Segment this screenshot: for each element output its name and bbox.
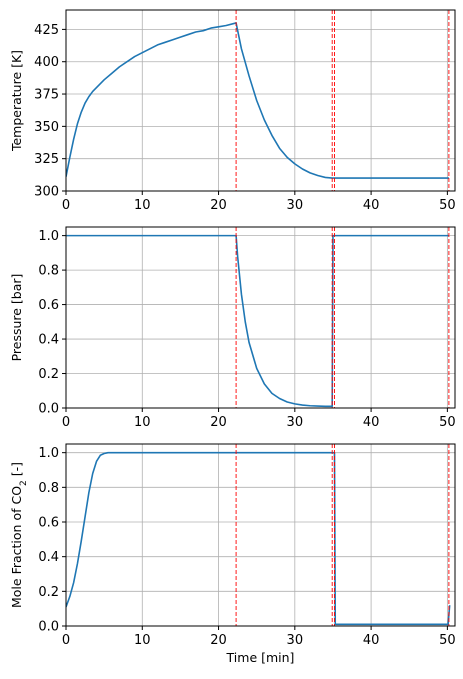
x-tick-label-5: 50 [439,415,456,430]
y-tick-label-2: 0.4 [38,550,59,565]
y-tick-label-0: 300 [34,185,59,200]
y-tick-label-1: 325 [34,152,59,167]
series-line-1 [66,234,449,408]
y-tick-label-5: 425 [34,23,59,38]
x-tick-label-4: 40 [363,198,380,213]
series-line-1 [66,22,449,179]
x-tick-label-2: 20 [210,415,227,430]
y-tick-label-1: 0.2 [38,367,59,382]
x-tick-label-2: 20 [210,198,227,213]
axes-frame [65,226,456,409]
axes-frame [65,443,456,627]
y-axis-label: Temperature [K] [9,50,24,152]
y-tick-label-0: 0.0 [38,402,59,417]
x-tick-label-3: 30 [287,633,304,648]
chart-panel-2: 0 10 20 30 40 50 0.0 0.2 0.4 0.6 0.8 1.0 Pressure [b… [9,226,456,430]
x-tick-label-5: 50 [439,198,456,213]
x-tick-label-3: 30 [287,198,304,213]
y-tick-label-1: 0.2 [38,585,59,600]
y-axis-label-subscript: 2 [19,480,29,486]
y-tick-label-5: 1.0 [38,446,59,461]
axes-frame [65,9,456,192]
x-tick-label-3: 30 [287,415,304,430]
x-tick-label-1: 10 [134,198,151,213]
y-tick-label-2: 0.4 [38,333,59,348]
x-tick-label-4: 40 [363,633,380,648]
y-tick-label-3: 0.6 [38,298,59,313]
y-tick-label-4: 0.8 [38,264,59,279]
series-line-1 [66,451,451,626]
x-tick-label-0: 0 [62,198,70,213]
x-tick-label-5: 50 [439,633,456,648]
x-tick-label-1: 10 [134,633,151,648]
y-tick-label-3: 0.6 [38,516,59,531]
y-tick-label-2: 350 [34,120,59,135]
x-tick-label-0: 0 [62,415,70,430]
y-axis-label-suffix: [-] [9,462,24,480]
chart-panel-1: 0 10 20 30 40 50 300 325 350 375 400 425 Temperature… [9,9,456,213]
x-tick-label-2: 20 [210,633,227,648]
x-tick-label-0: 0 [62,633,70,648]
y-tick-label-0: 0.0 [38,620,59,635]
y-tick-label-3: 375 [34,88,59,103]
x-axis-label: Time [min] [226,650,295,665]
x-tick-label-1: 10 [134,415,151,430]
y-tick-label-4: 400 [34,55,59,70]
x-tick-label-4: 40 [363,415,380,430]
y-tick-label-4: 0.8 [38,481,59,496]
y-tick-label-5: 1.0 [38,229,59,244]
y-axis-label: Pressure [bar] [9,274,24,362]
